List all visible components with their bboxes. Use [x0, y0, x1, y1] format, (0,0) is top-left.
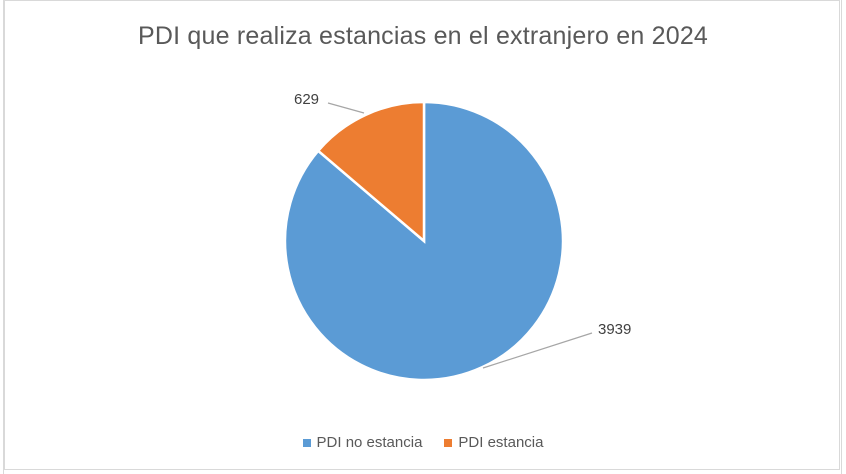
grid-line — [841, 0, 842, 474]
legend-item-estancia: PDI estancia — [444, 434, 543, 451]
legend-label-estancia: PDI estancia — [458, 434, 544, 451]
leader-lines — [327, 102, 593, 369]
leader-line — [482, 332, 593, 369]
chart-title: PDI que realiza estancias en el extranje… — [137, 22, 709, 50]
pie-slices — [283, 100, 565, 382]
data-label: 3939 — [598, 321, 631, 338]
leader-line — [327, 102, 365, 114]
data-label: 629 — [294, 91, 319, 108]
chart-legend: PDI no estancia PDI estancia — [0, 434, 846, 451]
grid-line — [3, 0, 4, 474]
slice-pdi-no-estancia[interactable] — [283, 100, 565, 382]
legend-label-no-estancia: PDI no estancia — [316, 434, 423, 451]
legend-item-no-estancia: PDI no estancia — [302, 434, 423, 451]
legend-swatch-estancia — [444, 438, 453, 447]
slice-pdi-estancia[interactable] — [316, 100, 426, 244]
data-labels: 3939 629 — [294, 91, 631, 338]
legend-swatch-no-estancia — [302, 438, 311, 447]
